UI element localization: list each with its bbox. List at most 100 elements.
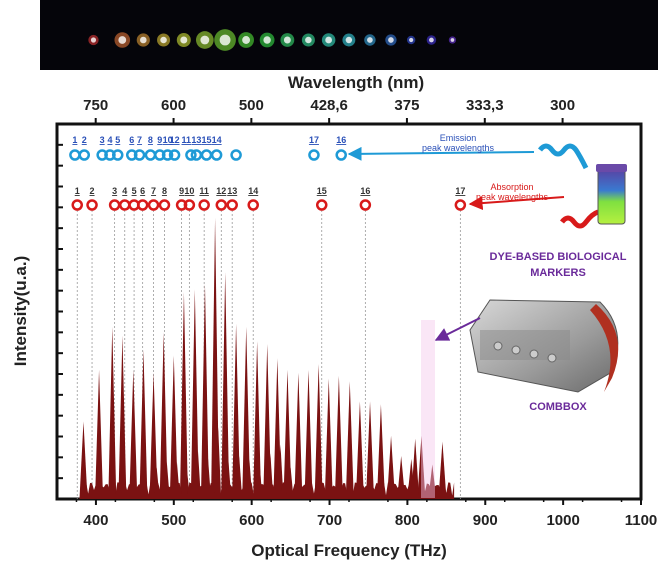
spectrum-peak [376, 404, 385, 499]
noise-floor [84, 482, 455, 499]
spectrum-peak [417, 435, 426, 499]
comb-photo-dot-core [242, 36, 251, 44]
spectrum-peak [232, 323, 241, 499]
absorption-marker-label: 3 [112, 186, 117, 196]
spectrum-peak [169, 355, 178, 499]
absorption-marker-label: 15 [317, 186, 327, 196]
emission-marker [210, 149, 223, 161]
emission-marker [230, 149, 242, 161]
absorption-marker [226, 199, 238, 211]
absorption-marker-label: 13 [227, 186, 237, 196]
x-tick-label: 700 [317, 512, 342, 529]
spectrum-peak [242, 326, 251, 499]
spectrum-peak [118, 335, 127, 499]
absorption-label-2: peak wavelengths [476, 192, 549, 202]
x-axis-ticks: 400 500 600 700 800 900 1000 1100 [75, 499, 658, 529]
x-tick-label: 1000 [546, 512, 579, 529]
emission-label: Emission [440, 133, 477, 143]
combbox-label: COMBBOX [529, 401, 587, 413]
spectrum-peak [294, 372, 303, 499]
comb-photo-dot-core [200, 35, 210, 45]
absorption-marker [315, 199, 328, 211]
extra-peak [411, 438, 420, 499]
emission-marker-label: 15 [201, 135, 211, 145]
spectrum-peak [129, 369, 138, 499]
emission-marker-label: 16 [336, 135, 346, 145]
emission-marker-label: 1 [72, 135, 77, 145]
comb-photo-dot-core [367, 37, 373, 43]
spectrum-peak [324, 378, 333, 499]
spectrum-peak [263, 344, 272, 499]
spectrum-peak [304, 369, 313, 499]
highlight-band [421, 320, 435, 498]
spectrum-peak [95, 369, 104, 499]
emission-marker-label: 10 [163, 135, 173, 145]
x-tick-label: 1100 [625, 512, 658, 529]
absorption-marker [247, 199, 259, 211]
markers-title-2: MARKERS [530, 267, 586, 279]
emission-label-2: peak wavelengths [422, 143, 495, 153]
absorption-arrow [468, 196, 565, 211]
emission-marker-label: 11 [182, 135, 192, 145]
x-tick-label: 400 [83, 512, 108, 529]
spectrum-peak [190, 289, 199, 499]
emission-marker [185, 149, 197, 161]
comb-photo-dot-core [219, 34, 231, 46]
emission-marker-label: 14 [212, 135, 222, 145]
top-axis-title: Wavelength (nm) [288, 73, 424, 92]
absorption-marker [108, 199, 121, 211]
emission-wave-icon [538, 143, 589, 170]
absorption-marker-label: 7 [151, 186, 156, 196]
emission-marker [168, 149, 181, 161]
top-tick-label: 333,3 [466, 97, 504, 114]
absorption-marker-label: 9 [179, 186, 184, 196]
spectrum-peak [221, 272, 230, 499]
absorption-marker-label: 4 [122, 186, 127, 196]
top-axis-ticks: 750 600 500 428,6 375 333,3 300 [83, 97, 575, 124]
emission-marker-label: 3 [100, 135, 105, 145]
combbox-arrow [434, 317, 481, 341]
x-tick-label: 900 [473, 512, 498, 529]
y-axis-ticks [57, 123, 63, 500]
spectrum-peak [314, 364, 323, 499]
absorption-marker [71, 199, 83, 211]
x-tick-label: 600 [239, 512, 264, 529]
absorption-marker [136, 199, 149, 211]
absorption-marker-label: 12 [216, 186, 226, 196]
absorption-marker [158, 199, 171, 211]
emission-marker [133, 149, 146, 161]
x-tick-label: 500 [161, 512, 186, 529]
comb-photo-dot-core [305, 36, 312, 44]
comb-photo-dot-core [263, 36, 271, 44]
x-tick-label: 800 [395, 512, 420, 529]
spectrum-peak [211, 217, 220, 500]
absorption-marker [183, 199, 196, 211]
extra-peak [438, 441, 447, 499]
comb-photo-dot-core [90, 37, 97, 43]
absorption-marker-label: 8 [162, 186, 167, 196]
markers-title: DYE-BASED BIOLOGICAL [490, 251, 627, 263]
absorption-marker [215, 199, 228, 211]
absorption-markers: 1 2 3 4 5 6 7 8 9 10 11 12 13 14 15 16 17 [71, 186, 467, 211]
emission-marker [308, 149, 320, 161]
absorption-marker [359, 199, 372, 211]
absorption-label: Absorption [490, 182, 533, 192]
spectrum-peak [159, 332, 168, 499]
top-tick-label: 375 [394, 97, 419, 114]
absorption-marker-label: 1 [75, 186, 80, 196]
spectrum-peak [253, 341, 262, 499]
comb-photo-dot-core [160, 36, 167, 44]
y-axis-title: Intensity(u.a.) [11, 256, 30, 367]
spectrum-peak [366, 401, 375, 499]
comb-photo-dot-core [140, 36, 147, 44]
emission-marker-label: 8 [148, 135, 153, 145]
absorption-marker-label: 2 [90, 186, 95, 196]
combbox-device-image [469, 299, 619, 393]
absorption-marker-label: 5 [132, 186, 137, 196]
emission-marker-label: 2 [82, 135, 87, 145]
comb-photo-dot-core [450, 38, 455, 42]
comb-photo-dot-core [325, 36, 333, 44]
comb-photo-dot-core [283, 36, 291, 44]
